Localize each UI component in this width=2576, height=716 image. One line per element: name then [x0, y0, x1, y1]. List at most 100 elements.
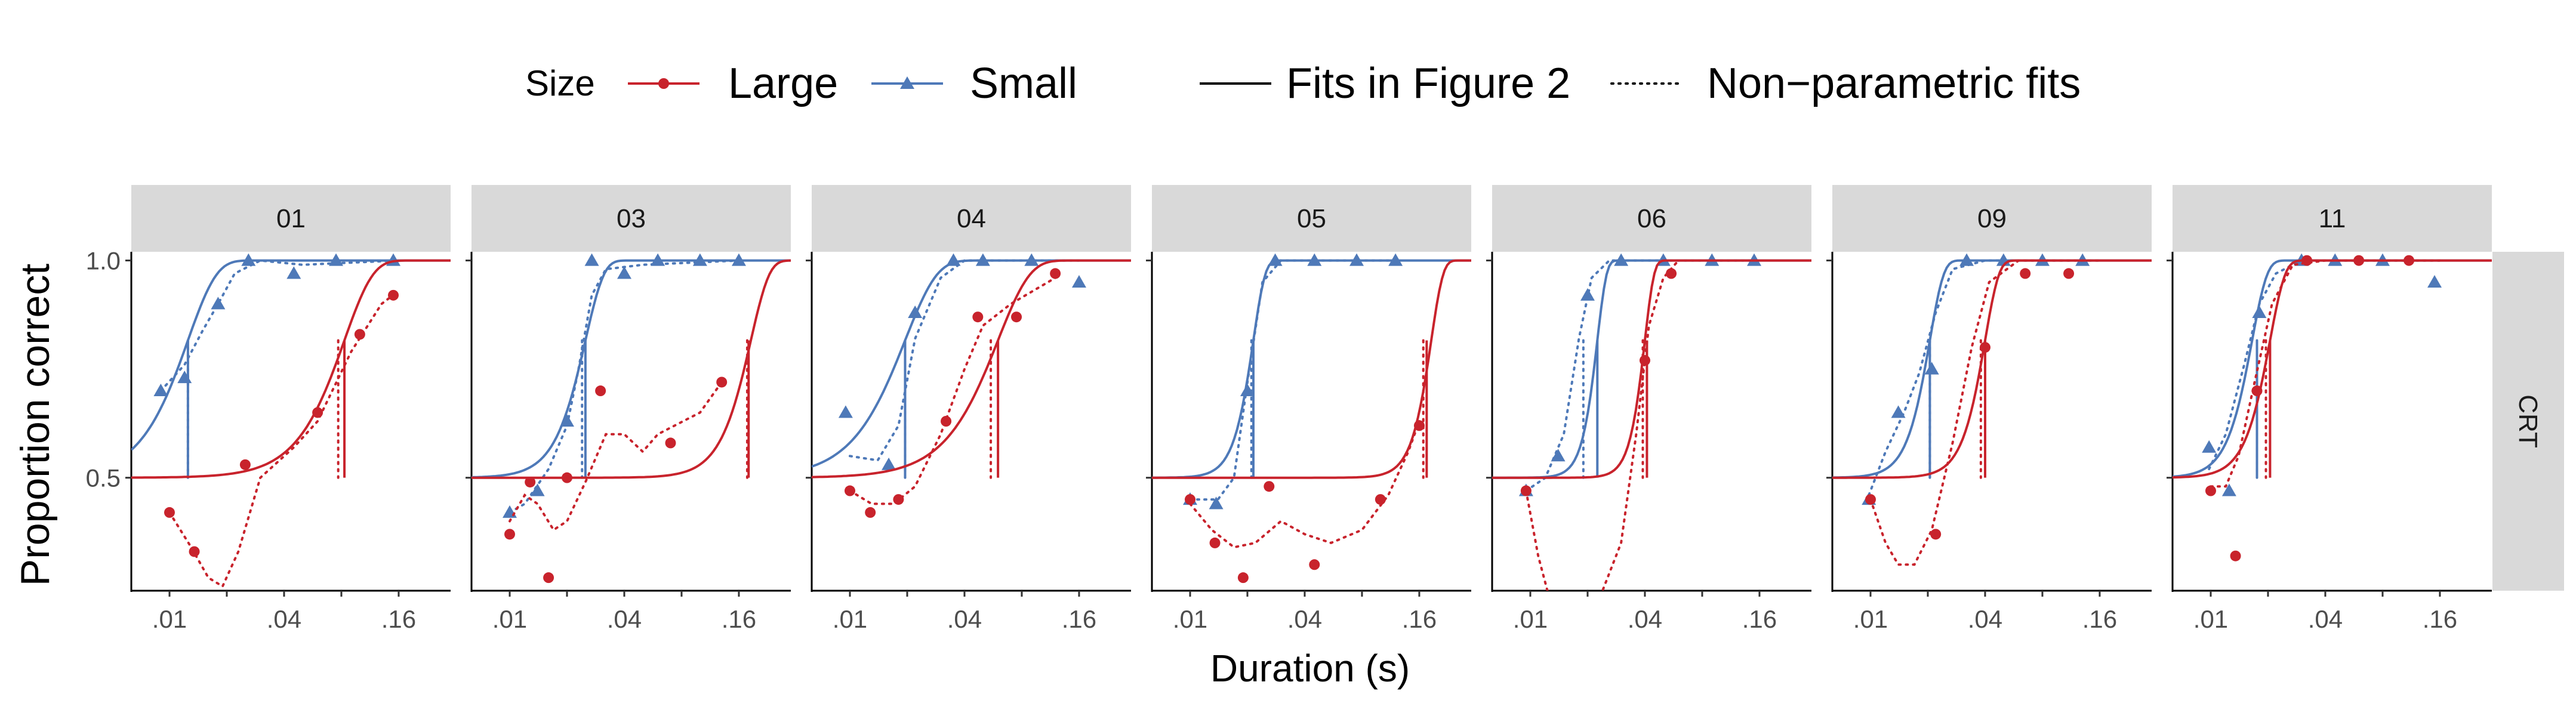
np-curve-small — [159, 259, 400, 392]
data-point-small — [584, 253, 599, 266]
data-point-large — [388, 289, 399, 301]
plot-area — [1152, 253, 1471, 584]
data-point-small — [882, 457, 896, 470]
data-point-small — [2427, 274, 2442, 288]
data-point-small — [530, 483, 545, 496]
data-point-large — [525, 476, 536, 487]
data-point-large — [1666, 268, 1677, 279]
series-small — [1832, 253, 2152, 505]
data-point-small — [1924, 362, 1939, 375]
series-small — [472, 253, 791, 518]
data-point-small — [946, 253, 961, 266]
legend-key-marker — [900, 76, 914, 89]
legend-item-large: Large — [628, 60, 838, 107]
legend-title: Size — [525, 63, 595, 103]
data-point-small — [2202, 440, 2217, 453]
data-point-small — [2252, 305, 2267, 318]
plot-area — [131, 253, 451, 635]
data-point-large — [1639, 355, 1650, 366]
data-point-large — [1237, 572, 1249, 584]
data-point-large — [212, 625, 223, 635]
data-point-large — [972, 311, 984, 323]
panel-strip-label: 05 — [1297, 204, 1326, 233]
x-tick-label: .04 — [1628, 605, 1662, 633]
legend-item-fits: Fits in Figure 2 — [1200, 60, 1570, 107]
fit-curve-large — [1832, 259, 2152, 479]
panel-11: 11 .01 .04 .16 — [2167, 185, 2492, 633]
panel-03: 03 .01 .04 .16 — [466, 185, 791, 633]
data-point-large — [1264, 481, 1275, 492]
plot-area — [1492, 253, 1811, 635]
data-point-small — [908, 305, 923, 318]
data-point-small — [1959, 253, 1974, 266]
panel-strip — [2173, 185, 2492, 252]
data-point-large — [1890, 594, 1901, 605]
series-small — [131, 253, 451, 479]
x-tick-label: .01 — [833, 605, 867, 633]
legend-item-small: Small — [871, 60, 1077, 107]
data-point-small — [838, 405, 853, 418]
fit-curve-small — [131, 259, 451, 451]
data-point-large — [312, 407, 323, 418]
data-point-large — [354, 329, 365, 340]
fit-curve-small — [2173, 259, 2492, 478]
data-point-small — [502, 505, 517, 518]
panel-strip-label: 06 — [1637, 204, 1666, 233]
x-tick-label: .01 — [492, 605, 527, 633]
data-point-large — [1309, 559, 1320, 570]
data-point-large — [1375, 494, 1386, 505]
panel-06: 06 .01 .04 .16 — [1486, 185, 1811, 635]
series-large — [1152, 259, 1471, 584]
data-point-small — [177, 371, 192, 384]
legend-key-marker — [658, 78, 669, 89]
panel-strip — [131, 185, 451, 252]
data-point-large — [2205, 485, 2216, 496]
x-tick-label: .16 — [722, 605, 756, 633]
data-point-large — [595, 385, 606, 397]
plot-area — [1832, 253, 2152, 605]
x-tick-label: .04 — [1968, 605, 2002, 633]
x-tick-label: .01 — [1173, 605, 1207, 633]
panel-05: 05 .01 .04 .16 — [1146, 185, 1471, 633]
y-tick-label: 0.5 — [86, 464, 121, 492]
data-point-large — [844, 485, 855, 496]
data-point-small — [1388, 253, 1403, 266]
data-point-small — [1891, 405, 1906, 418]
data-point-small — [1209, 496, 1224, 510]
np-curve-large — [168, 289, 400, 588]
data-point-large — [1050, 268, 1061, 279]
x-tick-label: .16 — [1062, 605, 1096, 633]
data-point-small — [1268, 253, 1283, 266]
series-large — [1832, 259, 2152, 605]
data-point-small — [1024, 253, 1039, 266]
data-point-large — [2251, 385, 2263, 397]
series-small — [812, 253, 1131, 479]
data-point-small — [559, 414, 574, 427]
fit-curve-small — [1832, 259, 2152, 479]
fit-curve-large — [472, 259, 791, 479]
data-point-large — [1550, 625, 1561, 635]
data-point-small — [1551, 449, 1566, 462]
x-tick-label: .04 — [947, 605, 982, 633]
fit-curve-large — [131, 259, 451, 479]
x-tick-label: .04 — [607, 605, 642, 633]
data-point-large — [2301, 255, 2313, 266]
data-point-small — [651, 253, 665, 266]
legend-item-nonparametric: Non−parametric fits — [1610, 60, 2081, 107]
data-point-large — [543, 572, 554, 584]
data-point-small — [329, 253, 344, 266]
data-point-small — [975, 253, 990, 266]
data-point-large — [239, 459, 251, 470]
panel-01: 01 0.5 1.0 .01 .04 .16 — [86, 185, 451, 635]
fit-curve-large — [2173, 259, 2492, 479]
x-tick-label: .01 — [152, 605, 187, 633]
legend: Size Large Small Fits in Figure 2 Non−parame… — [525, 60, 2081, 107]
panel-strip-label: 04 — [957, 204, 986, 233]
np-curve-small — [849, 259, 1080, 462]
np-curve-large — [849, 276, 1057, 505]
panel-strip — [1492, 185, 1811, 252]
x-tick-label: .01 — [1513, 605, 1548, 633]
np-curve-small — [1189, 259, 1397, 501]
data-point-small — [692, 253, 707, 266]
